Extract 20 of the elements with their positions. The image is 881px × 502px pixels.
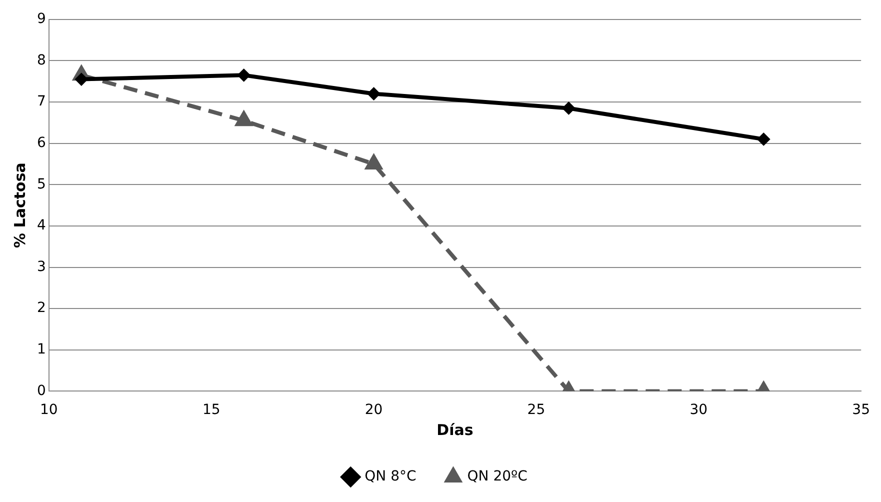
y-tick-label: 0 xyxy=(36,382,46,399)
y-tick-label: 7 xyxy=(36,94,46,110)
y-tick-label: 4 xyxy=(36,218,46,234)
y-axis-title: % Lactosa xyxy=(10,162,29,248)
x-tick-label: 20 xyxy=(364,402,383,418)
y-tick-label: 2 xyxy=(36,300,46,316)
y-tick-label: 1 xyxy=(36,342,46,358)
y-tick-label: 3 xyxy=(36,258,46,275)
y-tick-label: 8 xyxy=(36,52,46,68)
x-tick-label: 25 xyxy=(527,402,546,418)
x-axis-title: Días xyxy=(436,420,474,439)
legend-label: QN 20ºC xyxy=(467,468,528,485)
x-tick-label: 35 xyxy=(852,402,870,418)
x-tick-label: 10 xyxy=(40,402,58,418)
x-tick-label: 15 xyxy=(202,402,220,418)
legend-label: QN 8°C xyxy=(364,468,416,485)
y-tick-label: 5 xyxy=(36,176,46,192)
y-tick-label: 6 xyxy=(36,134,46,151)
x-tick-label: 30 xyxy=(690,402,708,418)
y-tick-label: 9 xyxy=(36,11,46,28)
